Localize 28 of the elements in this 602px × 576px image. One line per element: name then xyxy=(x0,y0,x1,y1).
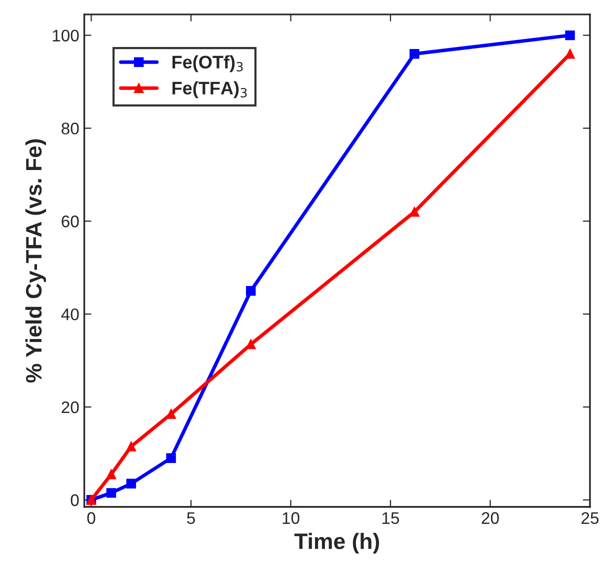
point xyxy=(166,453,176,463)
y-tick-label: 20 xyxy=(62,401,79,414)
legend-label: Fe(TFA)$_{3}$ xyxy=(172,81,247,98)
point xyxy=(106,469,116,480)
x-axis-title: Time (h) xyxy=(294,532,380,554)
y-tick-label: 40 xyxy=(61,308,79,320)
point xyxy=(246,339,256,350)
point xyxy=(126,478,136,489)
x-tick-label: 20 xyxy=(482,512,499,524)
point xyxy=(565,30,575,40)
y-axis-title: % Yield Cy-TFA (vs. Fe) xyxy=(25,139,46,383)
point xyxy=(166,409,176,419)
x-tick-label: 0 xyxy=(87,512,96,524)
x-tick-label: 15 xyxy=(382,512,400,524)
x-tick-label: 5 xyxy=(187,512,195,524)
y-tick-label: 0 xyxy=(70,494,79,506)
x-tick-label: 10 xyxy=(282,512,300,524)
point xyxy=(246,286,256,296)
point xyxy=(126,442,136,452)
y-tick-label: 80 xyxy=(62,122,79,134)
point xyxy=(106,488,116,498)
point xyxy=(410,206,420,217)
x-tick-label: 25 xyxy=(582,512,599,524)
point xyxy=(410,49,420,59)
y-tick-label: 60 xyxy=(62,216,79,228)
point xyxy=(565,49,575,59)
y-tick-label: 100 xyxy=(52,30,79,42)
legend-label: Fe(OTf)$_{3}$ xyxy=(172,55,243,72)
